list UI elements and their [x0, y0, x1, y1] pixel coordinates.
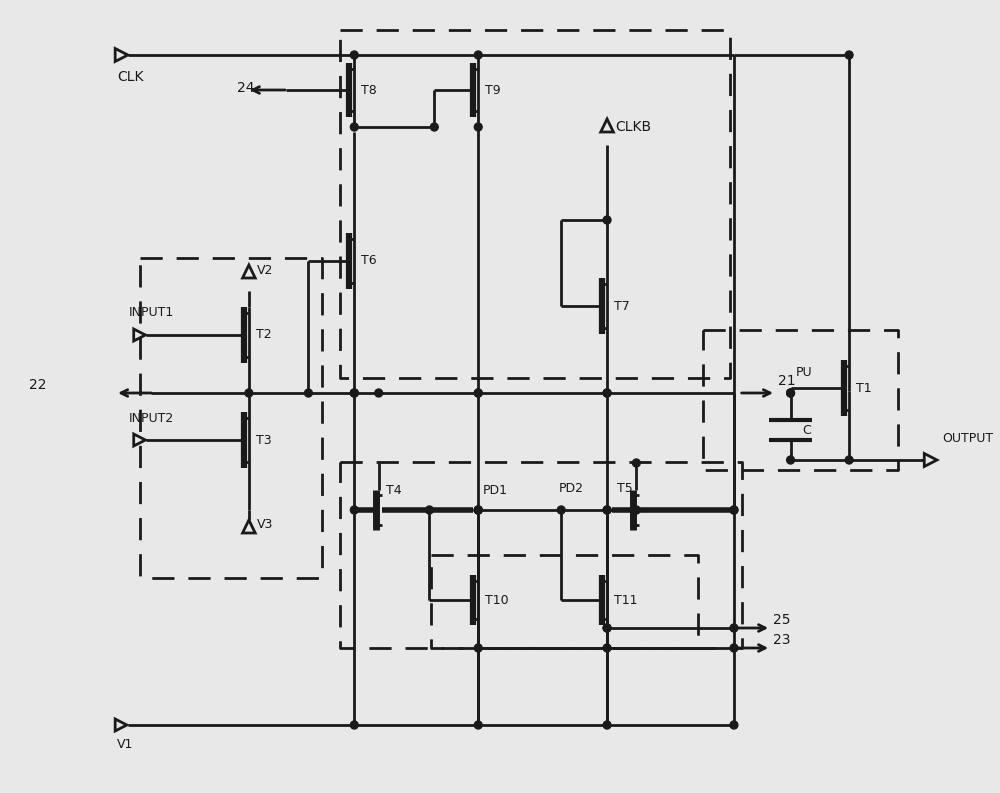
- Text: T6: T6: [361, 255, 377, 267]
- Circle shape: [730, 506, 738, 514]
- Circle shape: [474, 389, 482, 397]
- Text: INPUT2: INPUT2: [129, 412, 174, 424]
- Circle shape: [350, 721, 358, 729]
- Text: 24: 24: [237, 81, 255, 95]
- Text: T3: T3: [256, 434, 271, 446]
- Text: V1: V1: [117, 738, 133, 752]
- Circle shape: [787, 456, 794, 464]
- Circle shape: [474, 506, 482, 514]
- Circle shape: [474, 389, 482, 397]
- Circle shape: [474, 644, 482, 652]
- Circle shape: [632, 506, 640, 514]
- Circle shape: [845, 51, 853, 59]
- Circle shape: [350, 123, 358, 131]
- Circle shape: [350, 51, 358, 59]
- Circle shape: [787, 389, 794, 397]
- Circle shape: [603, 624, 611, 632]
- Circle shape: [730, 506, 738, 514]
- Text: 25: 25: [773, 613, 790, 627]
- Circle shape: [474, 506, 482, 514]
- Circle shape: [245, 389, 253, 397]
- Text: C: C: [802, 423, 811, 436]
- Circle shape: [730, 624, 738, 632]
- Circle shape: [603, 506, 611, 514]
- Circle shape: [603, 624, 611, 632]
- Circle shape: [845, 456, 853, 464]
- Text: 23: 23: [773, 633, 790, 647]
- Circle shape: [350, 389, 358, 397]
- Circle shape: [305, 389, 312, 397]
- Text: V3: V3: [257, 519, 273, 531]
- Circle shape: [632, 459, 640, 467]
- Circle shape: [603, 389, 611, 397]
- Circle shape: [474, 123, 482, 131]
- Text: INPUT1: INPUT1: [129, 307, 174, 320]
- Text: CLK: CLK: [117, 70, 144, 84]
- Circle shape: [603, 389, 611, 397]
- Circle shape: [730, 721, 738, 729]
- Circle shape: [603, 644, 611, 652]
- Text: PD2: PD2: [558, 481, 583, 495]
- Text: T8: T8: [361, 83, 377, 97]
- Text: T1: T1: [856, 381, 872, 394]
- Text: T4: T4: [386, 484, 401, 496]
- Text: CLKB: CLKB: [615, 120, 651, 134]
- Circle shape: [375, 389, 383, 397]
- Circle shape: [430, 123, 438, 131]
- Circle shape: [557, 506, 565, 514]
- Circle shape: [474, 721, 482, 729]
- Text: V2: V2: [257, 263, 273, 277]
- Text: PD1: PD1: [483, 484, 508, 496]
- Circle shape: [426, 506, 433, 514]
- Circle shape: [787, 389, 794, 397]
- Circle shape: [350, 506, 358, 514]
- Circle shape: [603, 506, 611, 514]
- Text: PU: PU: [795, 366, 812, 380]
- Circle shape: [603, 721, 611, 729]
- Circle shape: [603, 216, 611, 224]
- Text: T2: T2: [256, 328, 271, 342]
- Text: 21: 21: [778, 374, 795, 388]
- Circle shape: [730, 644, 738, 652]
- Circle shape: [474, 51, 482, 59]
- Circle shape: [350, 389, 358, 397]
- Text: T5: T5: [617, 481, 633, 495]
- Text: T11: T11: [614, 593, 637, 607]
- Text: OUTPUT: OUTPUT: [942, 431, 993, 445]
- Text: T10: T10: [485, 593, 509, 607]
- Text: T9: T9: [485, 83, 501, 97]
- Text: 22: 22: [29, 378, 47, 392]
- Text: T7: T7: [614, 300, 630, 312]
- Circle shape: [474, 506, 482, 514]
